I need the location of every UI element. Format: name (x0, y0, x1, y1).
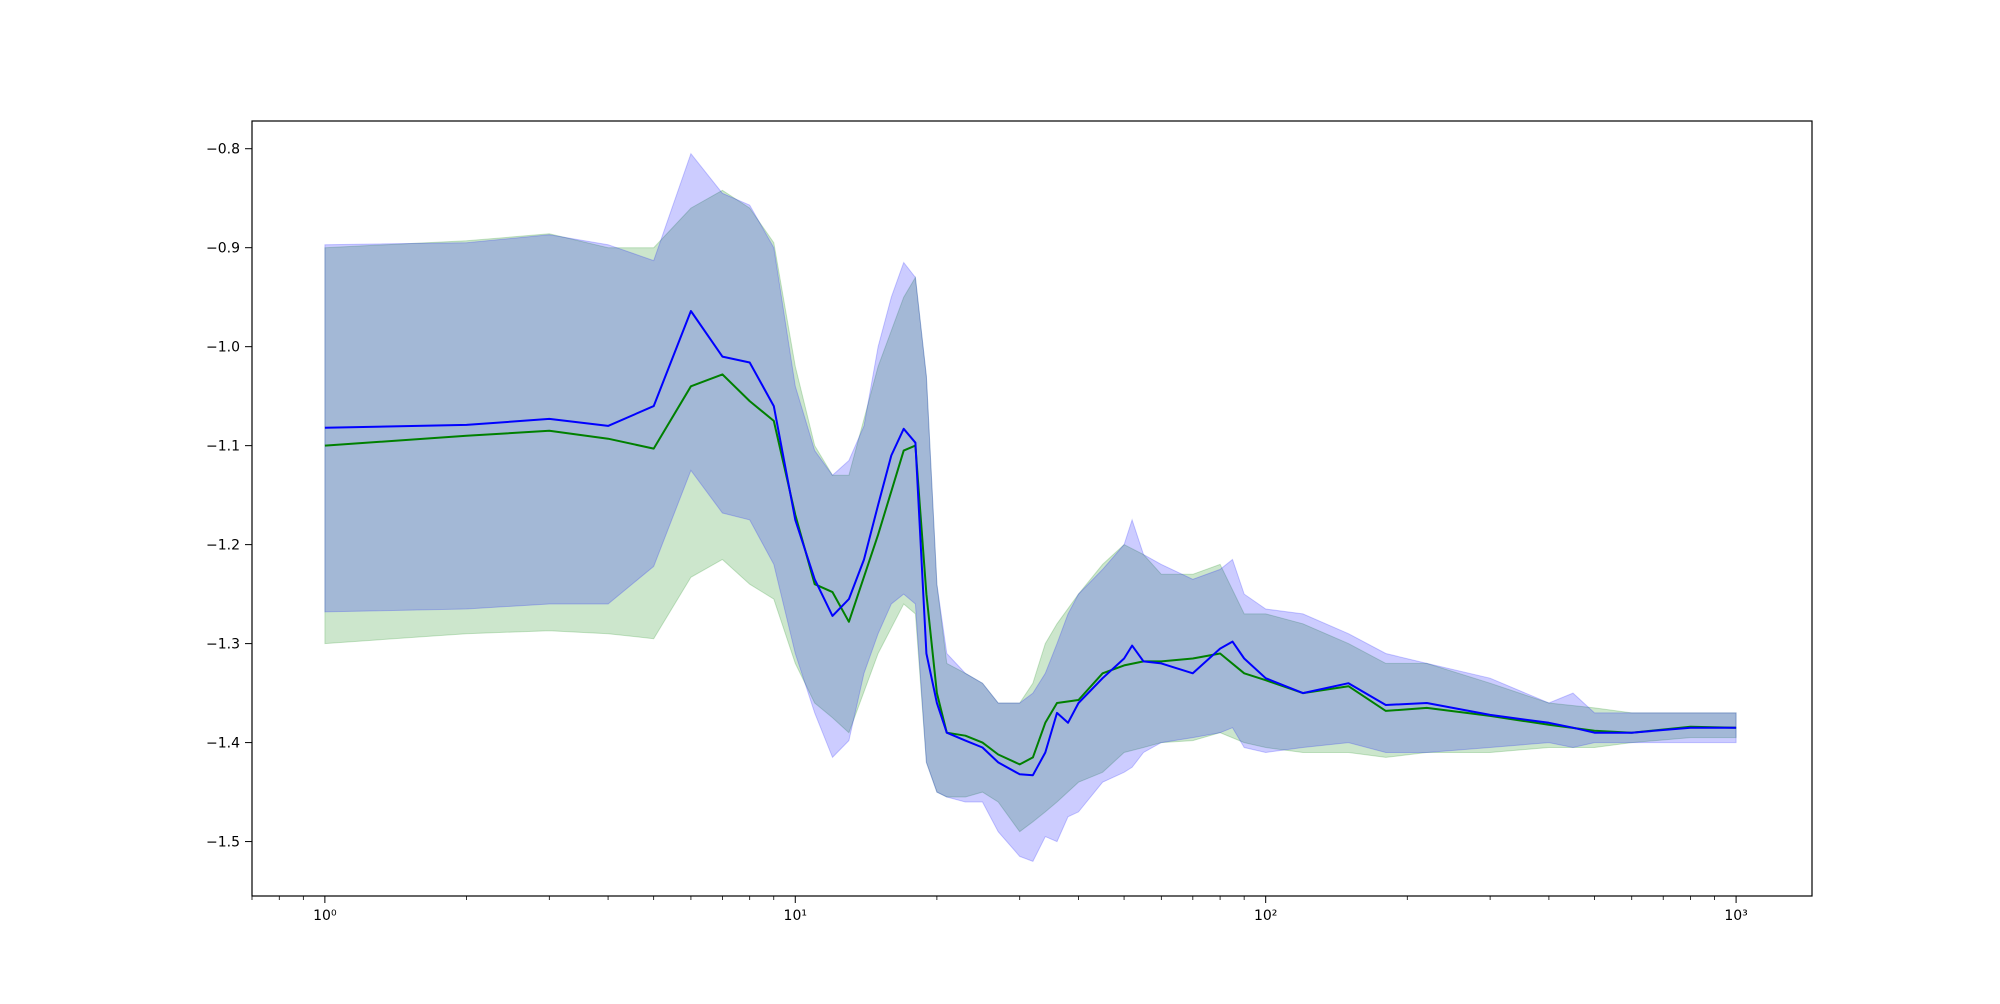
y-tick-label: −1.0 (206, 340, 240, 356)
y-tick-label: −1.2 (206, 538, 240, 554)
x-tick-label: 10⁰ (313, 908, 337, 924)
y-tick-label: −1.5 (206, 835, 240, 851)
series-1-band (324, 189, 1737, 833)
x-tick-label: 10¹ (784, 908, 807, 924)
series-lines (324, 310, 1737, 777)
plot-frame (251, 120, 1813, 897)
y-tick-label: −1.4 (206, 736, 240, 752)
confidence-bands (324, 152, 1737, 863)
x-tick-label: 10² (1254, 908, 1277, 924)
x-axis: 10⁰ 10¹ 10² 10³ (251, 896, 1748, 924)
series-2-line (324, 310, 1737, 777)
series-2-band (324, 152, 1737, 863)
y-tick-label: −1.1 (206, 439, 240, 455)
y-tick-label: −0.8 (206, 142, 240, 158)
y-tick-label: −1.3 (206, 637, 240, 653)
y-axis: −0.8 −0.9 −1.0 −1.1 −1.2 −1.3 −1.4 −1.5 (206, 142, 252, 851)
y-tick-label: −0.9 (206, 241, 240, 257)
x-tick-label: 10³ (1724, 908, 1747, 924)
series-1-line (324, 373, 1737, 766)
